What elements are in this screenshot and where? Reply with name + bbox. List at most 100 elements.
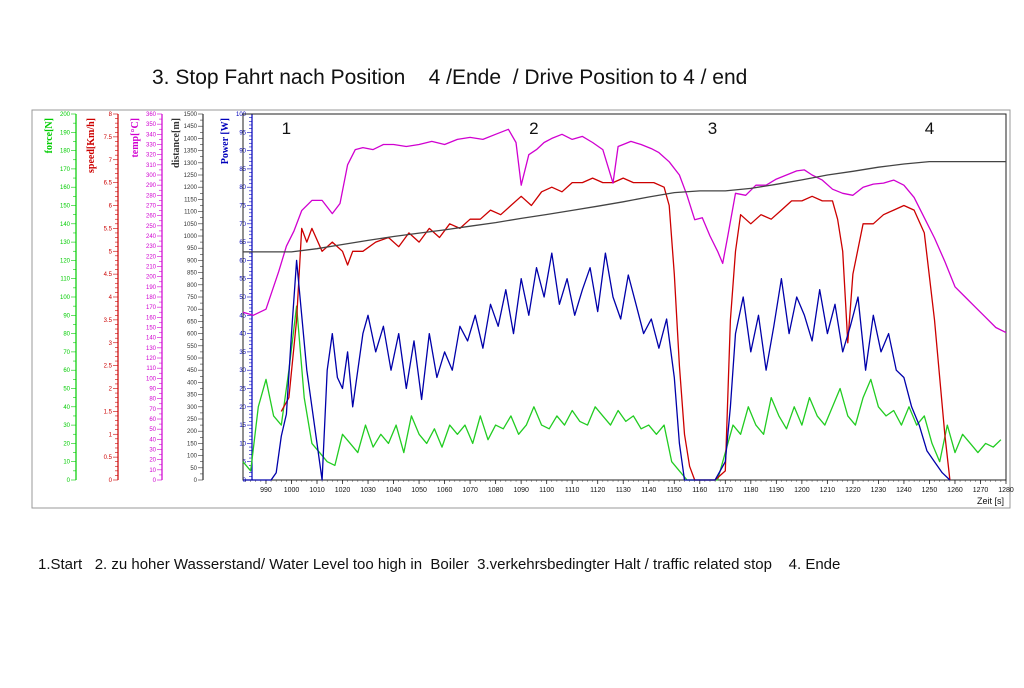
y-axis-power: 0510152025303540455055606570758085909510…: [220, 112, 253, 484]
y-tick-label-distance: 1100: [184, 210, 198, 216]
y-tick-label-temp: 360: [146, 112, 157, 118]
y-tick-label-temp: 260: [146, 214, 157, 220]
y-tick-label-force: 180: [60, 149, 71, 155]
y-tick-label-distance: 1200: [184, 185, 198, 191]
y-tick-label-distance: 400: [187, 380, 198, 386]
y-axes: 0102030405060708090100110120130140150160…: [44, 112, 253, 484]
y-tick-label-force: 40: [63, 405, 70, 411]
y-tick-label-force: 160: [60, 185, 71, 191]
x-axis-label: Zeit [s]: [977, 496, 1004, 506]
chart-frame: [31, 109, 1011, 509]
y-tick-label-temp: 340: [146, 132, 157, 138]
y-tick-label-force: 110: [60, 277, 70, 283]
x-tick-label: 1050: [411, 487, 427, 494]
section-marker: 4: [925, 119, 934, 138]
y-tick-label-force: 190: [60, 130, 71, 136]
x-tick-label: 1170: [718, 487, 733, 494]
y-tick-label-temp: 140: [146, 336, 157, 342]
y-tick-label-speed: 5.5: [104, 226, 113, 232]
y-tick-label-distance: 700: [187, 307, 198, 313]
y-tick-label-temp: 270: [146, 204, 157, 210]
y-tick-label-temp: 290: [146, 183, 157, 189]
y-tick-label-force: 80: [63, 332, 70, 338]
y-tick-label-force: 150: [60, 204, 71, 210]
y-tick-label-distance: 750: [187, 295, 198, 301]
y-tick-label-temp: 110: [146, 366, 156, 372]
y-tick-label-speed: 1.5: [104, 409, 113, 415]
y-tick-label-speed: 3: [109, 341, 113, 347]
y-tick-label-distance: 200: [187, 429, 198, 435]
y-tick-label-temp: 70: [149, 407, 156, 413]
y-tick-label-temp: 230: [146, 244, 157, 250]
y-tick-label-distance: 300: [187, 405, 198, 411]
y-tick-label-distance: 1150: [184, 197, 198, 203]
y-tick-label-force: 140: [60, 222, 71, 228]
y-axis-label-force: force[N]: [44, 118, 55, 153]
y-tick-label-temp: 200: [146, 275, 157, 281]
y-tick-label-force: 200: [60, 112, 71, 118]
x-tick-label: 1060: [437, 487, 453, 494]
y-tick-label-speed: 5: [109, 249, 113, 255]
y-tick-label-speed: 3.5: [104, 318, 113, 324]
x-tick-label: 1110: [565, 487, 580, 494]
x-tick-label: 1270: [973, 487, 989, 494]
plot-area: [242, 113, 1007, 481]
y-tick-label-distance: 1000: [184, 234, 198, 240]
y-tick-label-distance: 1400: [184, 136, 198, 142]
y-tick-label-temp: 250: [146, 224, 157, 230]
series-line-temp: [242, 128, 1007, 334]
y-tick-label-temp: 60: [149, 417, 156, 423]
series-line-speed: [280, 177, 951, 481]
y-tick-label-force: 0: [67, 478, 71, 484]
x-tick-label: 1030: [360, 487, 376, 494]
y-tick-label-temp: 40: [149, 437, 156, 443]
x-tick-label: 1040: [386, 487, 402, 494]
y-tick-label-distance: 1350: [184, 149, 198, 155]
x-tick-label: 1130: [616, 487, 631, 494]
x-tick-label: 1020: [335, 487, 351, 494]
y-tick-label-temp: 50: [149, 427, 156, 433]
y-tick-label-temp: 90: [149, 387, 156, 393]
x-tick-label: 1150: [667, 487, 682, 494]
y-tick-label-distance: 1050: [184, 222, 198, 228]
y-tick-label-temp: 350: [146, 122, 157, 128]
y-axis-label-speed: speed[Km/h]: [86, 118, 97, 173]
y-axis-temp: 0 10 20 30 40 50 60 70 80 90 100 110 120 130 140 150 160…: [130, 112, 163, 484]
y-tick-label-distance: 0: [194, 478, 198, 484]
x-tick-label: 1180: [743, 487, 758, 494]
y-tick-label-temp: 30: [149, 448, 156, 454]
y-tick-label-temp: 10: [149, 468, 156, 474]
y-tick-label-distance: 1450: [184, 124, 198, 130]
page-title: 3. Stop Fahrt nach Position 4 /Ende / Dr…: [152, 66, 748, 89]
y-tick-label-distance: 450: [187, 368, 198, 374]
y-tick-label-distance: 1300: [184, 161, 198, 167]
x-tick-label: 1010: [309, 487, 325, 494]
y-tick-label-speed: 7.5: [104, 135, 113, 141]
y-tick-label-force: 20: [63, 441, 70, 447]
x-tick-label: 1070: [462, 487, 478, 494]
section-markers: 1 2 3 4: [282, 119, 935, 138]
x-tick-label: 1230: [871, 487, 887, 494]
x-tick-label: 1200: [794, 487, 810, 494]
x-tick-label: 1240: [896, 487, 912, 494]
y-tick-label-distance: 1500: [184, 112, 198, 118]
y-tick-label-force: 60: [63, 368, 70, 374]
y-tick-label-speed: 6.5: [104, 181, 113, 187]
y-tick-label-temp: 0: [153, 478, 157, 484]
x-tick-label: 1120: [590, 487, 605, 494]
y-tick-label-speed: 8: [109, 112, 113, 118]
y-axis-label-distance: distance[m]: [171, 118, 182, 168]
y-tick-label-temp: 220: [146, 254, 157, 260]
y-tick-label-force: 90: [63, 313, 70, 319]
y-tick-label-distance: 850: [187, 271, 198, 277]
y-tick-label-distance: 800: [187, 283, 198, 289]
x-tick-label: 1000: [284, 487, 300, 494]
y-tick-label-power: 100: [236, 112, 247, 118]
y-tick-label-temp: 330: [146, 143, 157, 149]
y-tick-label-temp: 20: [149, 458, 156, 464]
series-line-power: [243, 252, 951, 481]
y-tick-label-speed: 6: [109, 204, 113, 210]
y-tick-label-speed: 7: [109, 158, 113, 164]
y-tick-label-force: 10: [63, 460, 70, 466]
